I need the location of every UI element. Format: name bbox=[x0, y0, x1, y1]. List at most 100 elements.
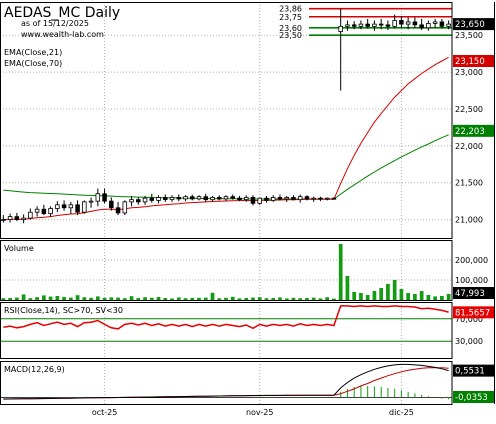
volume-bar bbox=[386, 284, 390, 300]
macd-tag-1: -0,0353 bbox=[455, 393, 488, 403]
macd-tag-1-bg bbox=[453, 391, 494, 403]
price-tag-1-bg bbox=[453, 55, 494, 67]
candle-body bbox=[385, 24, 391, 27]
candle-body bbox=[109, 200, 114, 209]
price-tick-label-1: 21,500 bbox=[455, 179, 483, 188]
volume-bar bbox=[176, 297, 181, 300]
candle-body bbox=[122, 201, 128, 214]
volume-bar bbox=[170, 298, 174, 300]
volume-bar bbox=[379, 288, 384, 300]
candle-body bbox=[237, 197, 242, 201]
candle-body bbox=[439, 21, 445, 27]
volume-bar bbox=[82, 297, 87, 300]
candle-body bbox=[331, 197, 337, 200]
volume-bar bbox=[237, 298, 242, 300]
volume-bar bbox=[345, 276, 350, 300]
level-label-1: 23,75 bbox=[279, 13, 302, 22]
volume-bar bbox=[8, 298, 12, 300]
volume-bar bbox=[41, 295, 46, 300]
candle-body bbox=[277, 197, 283, 200]
volume-bar bbox=[392, 280, 397, 300]
volume-bar bbox=[197, 297, 201, 300]
website-label: www.wealth-lab.com bbox=[21, 30, 104, 39]
volume-bar bbox=[156, 297, 161, 300]
pane-frame-rsi bbox=[0, 302, 453, 359]
candle-body bbox=[324, 197, 330, 200]
candle-body bbox=[142, 197, 148, 203]
candle-body bbox=[223, 196, 229, 200]
volume-bar bbox=[35, 297, 39, 300]
rsi-tag-0: 81,5657 bbox=[455, 308, 490, 318]
pane-frame-price bbox=[0, 2, 453, 239]
volume-bar bbox=[163, 298, 168, 300]
chart-title: AEDAS_MC Daily bbox=[4, 5, 120, 21]
candle-body bbox=[75, 204, 80, 213]
volume-bar bbox=[298, 298, 303, 300]
volume-bar bbox=[318, 298, 323, 300]
price-tick-label-4: 23,000 bbox=[455, 68, 483, 77]
candle-body bbox=[176, 197, 182, 200]
candle-body bbox=[365, 23, 370, 27]
rsi-tick-label-0: 30,000 bbox=[455, 337, 483, 346]
volume-tag-0-bg bbox=[453, 287, 494, 299]
volume-bar bbox=[149, 297, 154, 300]
candle-body bbox=[412, 21, 418, 26]
candle-body bbox=[291, 197, 296, 201]
volume-bar bbox=[399, 289, 404, 300]
pane-frame-vol bbox=[0, 240, 453, 301]
volume-bar bbox=[406, 293, 411, 300]
candle-body bbox=[169, 197, 175, 201]
volume-bar bbox=[143, 297, 147, 300]
candle-body bbox=[163, 197, 168, 201]
candle-body bbox=[358, 23, 364, 27]
level-label-3: 23,50 bbox=[279, 31, 302, 40]
legend-ema70: EMA(Close,70) bbox=[4, 59, 62, 68]
candle-body bbox=[419, 24, 424, 29]
candle-body bbox=[446, 23, 451, 27]
volume-bar bbox=[224, 297, 228, 300]
volume-bar bbox=[190, 298, 195, 300]
candle-body bbox=[95, 193, 101, 202]
volume-bar bbox=[446, 294, 451, 300]
volume-bar bbox=[109, 297, 114, 300]
volume-bar bbox=[271, 298, 276, 300]
candle-body bbox=[243, 197, 249, 201]
volume-tick-label-0: 100,000 bbox=[455, 276, 488, 285]
price-tag-2-bg bbox=[453, 124, 494, 137]
month-label-1: nov-25 bbox=[246, 408, 274, 417]
candle-body bbox=[183, 196, 188, 200]
candle-body bbox=[82, 201, 87, 213]
volume-bar bbox=[359, 293, 363, 300]
rsi-pane-title: RSI(Close,14), SC>70, SV<30 bbox=[4, 306, 123, 315]
volume-bar bbox=[352, 292, 357, 300]
candle-body bbox=[149, 197, 155, 201]
chart-subtitle: as of 15/12/2025 bbox=[21, 19, 89, 28]
candle-body bbox=[48, 208, 53, 215]
price-tag-0-bg bbox=[453, 18, 494, 31]
candle-body bbox=[55, 204, 60, 209]
candle-body bbox=[136, 199, 141, 203]
volume-bar bbox=[122, 298, 127, 300]
rsi-line bbox=[3, 305, 449, 330]
month-label-0: oct-25 bbox=[92, 408, 118, 417]
volume-bar bbox=[210, 292, 215, 300]
volume-bar bbox=[116, 297, 120, 300]
candle-body bbox=[311, 197, 316, 200]
volume-bar bbox=[264, 298, 269, 300]
candle-body bbox=[378, 23, 384, 26]
candle-body bbox=[102, 193, 107, 202]
volume-bar bbox=[95, 296, 100, 300]
candle-body bbox=[345, 24, 350, 27]
pane-frame-macd bbox=[0, 361, 453, 405]
candle-body bbox=[41, 208, 47, 215]
tags-layer: oct-25 nov-25 dic-25 21,000 21,500 22,000 22,5… bbox=[92, 5, 494, 417]
volume-bar bbox=[338, 244, 343, 300]
grid-layer bbox=[0, 2, 452, 404]
marks-layer bbox=[0, 7, 452, 400]
price-tick-label-3: 22,500 bbox=[455, 105, 483, 114]
rsi-tick-label-1: 70,000 bbox=[455, 315, 483, 324]
candle-body bbox=[129, 199, 134, 203]
rsi-tag-0-bg bbox=[453, 306, 494, 319]
